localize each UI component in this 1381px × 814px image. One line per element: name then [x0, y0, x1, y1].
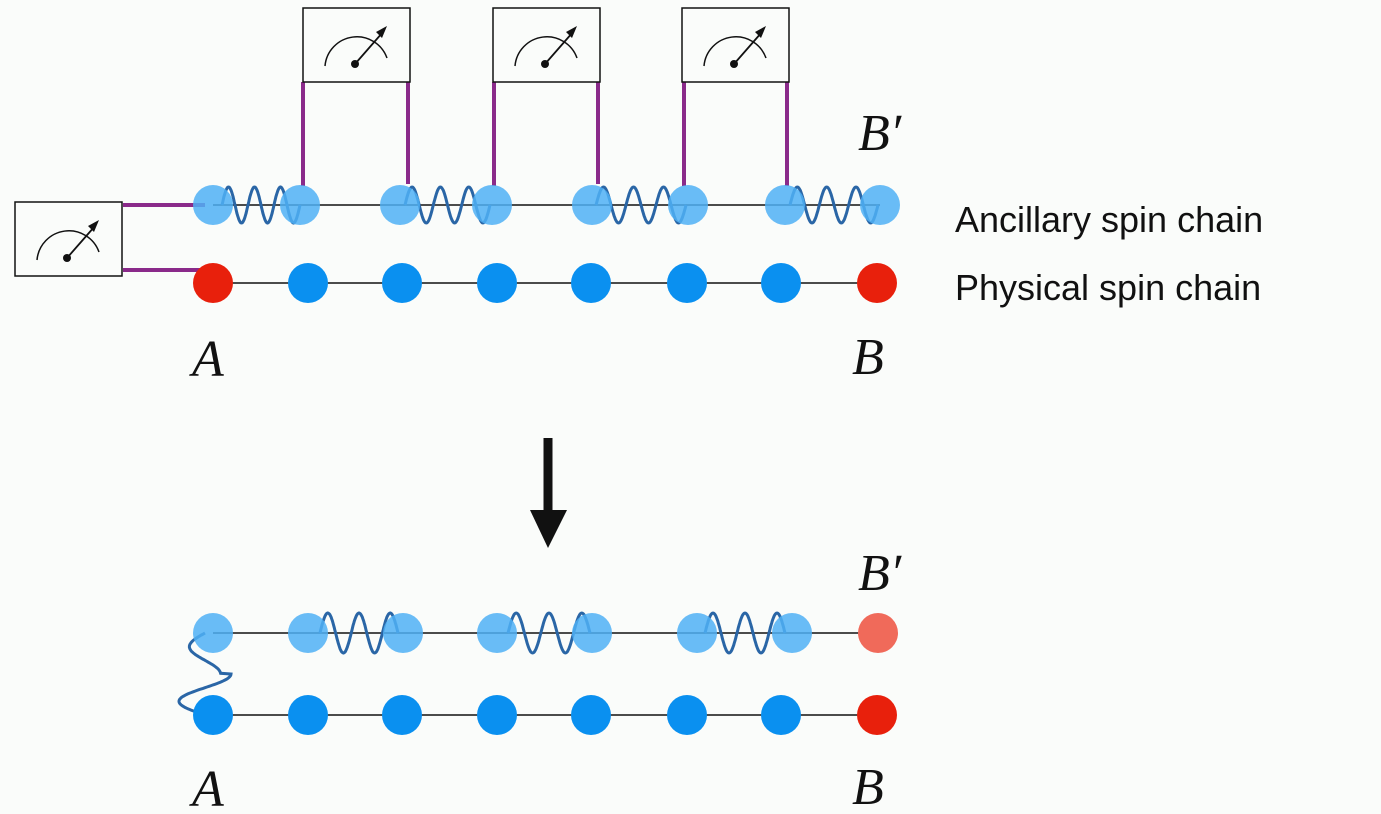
spin: [668, 185, 708, 225]
end-label: B: [852, 329, 884, 386]
spin: [857, 695, 897, 735]
spin: [288, 613, 328, 653]
meter: [682, 8, 789, 82]
spin: [761, 695, 801, 735]
end-label: A: [189, 761, 224, 814]
spin: [857, 263, 897, 303]
spin: [667, 263, 707, 303]
spin: [765, 185, 805, 225]
meter: [493, 8, 600, 82]
spin: [477, 695, 517, 735]
end-label: B: [852, 759, 884, 814]
ancilla-end-label: B′: [858, 105, 903, 162]
spin: [572, 185, 612, 225]
spin: [382, 695, 422, 735]
spin: [380, 185, 420, 225]
spin: [288, 695, 328, 735]
diagram: B′ Ancillary spin chain Physical spin ch…: [0, 0, 1381, 814]
spin: [383, 613, 423, 653]
spin: [382, 263, 422, 303]
spin: [280, 185, 320, 225]
spin: [472, 185, 512, 225]
meter: [15, 202, 122, 276]
spin: [677, 613, 717, 653]
chain-label: Ancillary spin chain: [955, 199, 1263, 240]
spin: [571, 695, 611, 735]
spin: [772, 613, 812, 653]
spin: [761, 263, 801, 303]
spin: [193, 185, 233, 225]
spin: [667, 695, 707, 735]
spin: [288, 263, 328, 303]
spin: [193, 695, 233, 735]
spin: [477, 613, 517, 653]
spin: [477, 263, 517, 303]
chain-label: Physical spin chain: [955, 267, 1261, 308]
down-arrow: [530, 438, 567, 548]
spin: [858, 613, 898, 653]
spin: [571, 263, 611, 303]
spin: [572, 613, 612, 653]
spin: [860, 185, 900, 225]
spin: [193, 613, 233, 653]
measurement-wires: [123, 82, 787, 283]
ancilla-end-label: B′: [858, 545, 903, 602]
page: {"top": {"ancilla_label": "B′", "chain_l…: [0, 0, 1381, 814]
spin: [193, 263, 233, 303]
meter: [303, 8, 410, 82]
end-label: A: [189, 331, 224, 388]
